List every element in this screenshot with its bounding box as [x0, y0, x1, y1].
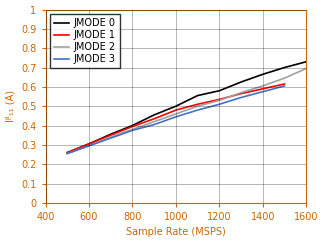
JMODE 0 [239, 81, 243, 84]
JMODE 1 [239, 92, 243, 95]
JMODE 3 [87, 144, 91, 147]
JMODE 0 [196, 94, 200, 97]
Y-axis label: Iᵝ₁₁ (A): Iᵝ₁₁ (A) [6, 90, 16, 122]
JMODE 2 [87, 144, 91, 147]
JMODE 3 [217, 103, 221, 106]
JMODE 1 [283, 83, 286, 86]
JMODE 2 [109, 136, 113, 139]
JMODE 2 [217, 99, 221, 102]
JMODE 0 [109, 133, 113, 136]
Line: JMODE 2: JMODE 2 [67, 69, 306, 154]
JMODE 1 [196, 103, 200, 106]
JMODE 3 [109, 137, 113, 139]
JMODE 0 [304, 60, 308, 63]
Line: JMODE 3: JMODE 3 [67, 86, 284, 154]
JMODE 3 [131, 129, 134, 132]
JMODE 1 [131, 125, 134, 128]
JMODE 0 [283, 66, 286, 69]
JMODE 3 [174, 115, 178, 118]
JMODE 2 [196, 105, 200, 108]
JMODE 3 [65, 152, 69, 155]
JMODE 1 [109, 134, 113, 137]
JMODE 0 [131, 124, 134, 127]
JMODE 3 [196, 109, 200, 112]
JMODE 0 [87, 142, 91, 145]
JMODE 2 [304, 67, 308, 70]
JMODE 1 [217, 98, 221, 101]
JMODE 0 [65, 151, 69, 154]
JMODE 2 [174, 113, 178, 115]
JMODE 0 [217, 89, 221, 92]
Line: JMODE 0: JMODE 0 [67, 62, 306, 153]
JMODE 3 [239, 96, 243, 99]
JMODE 2 [131, 128, 134, 131]
JMODE 0 [152, 113, 156, 116]
JMODE 3 [152, 123, 156, 126]
X-axis label: Sample Rate (MSPS): Sample Rate (MSPS) [126, 227, 226, 237]
JMODE 1 [174, 109, 178, 112]
JMODE 0 [261, 73, 265, 76]
Legend: JMODE 0, JMODE 1, JMODE 2, JMODE 3: JMODE 0, JMODE 1, JMODE 2, JMODE 3 [50, 14, 120, 68]
JMODE 1 [65, 151, 69, 154]
JMODE 1 [261, 87, 265, 90]
JMODE 1 [152, 117, 156, 120]
JMODE 0 [174, 105, 178, 108]
JMODE 2 [65, 152, 69, 155]
JMODE 3 [283, 85, 286, 87]
JMODE 2 [283, 77, 286, 80]
JMODE 1 [87, 142, 91, 145]
JMODE 2 [152, 120, 156, 123]
JMODE 3 [261, 90, 265, 93]
Line: JMODE 1: JMODE 1 [67, 84, 284, 153]
JMODE 2 [239, 91, 243, 94]
JMODE 2 [261, 85, 265, 87]
